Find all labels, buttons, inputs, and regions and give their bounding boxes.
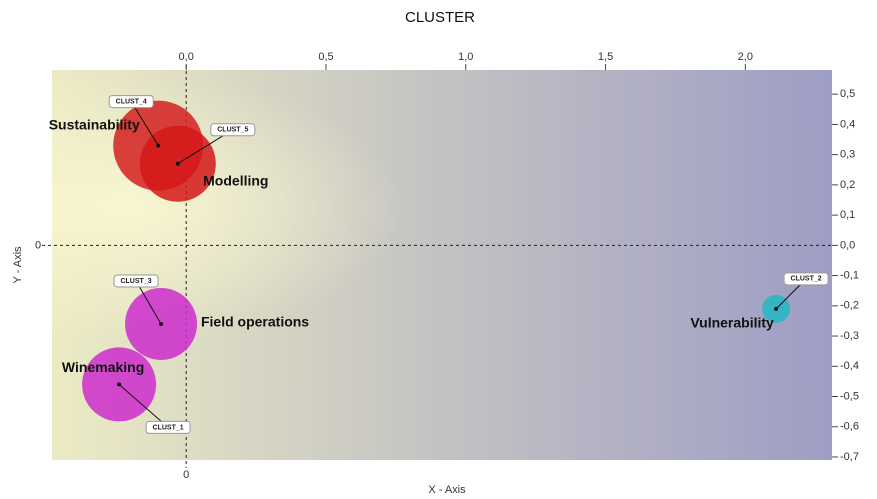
- x-tick-label: 1,5: [598, 51, 613, 63]
- tag-box: [783, 272, 829, 286]
- chart-title: CLUSTER: [405, 9, 475, 26]
- cluster-tag: CLUST_2: [791, 276, 822, 283]
- callout-dot: [117, 382, 122, 387]
- y-tick-label: 0,1: [840, 209, 855, 221]
- callout-dot: [159, 321, 164, 326]
- y-tick-label: -0,3: [840, 330, 859, 342]
- x-tick-label: 1,0: [458, 51, 473, 63]
- cluster-tag: CLUST_5: [217, 127, 248, 134]
- y-tick-label: -0,6: [840, 421, 859, 433]
- callout-line: [118, 384, 169, 428]
- callout-line: [130, 101, 159, 146]
- callout-dot: [175, 161, 180, 166]
- tag-box: [145, 420, 191, 434]
- topic-label: Winemaking: [62, 359, 144, 375]
- y-tick-label: 0,5: [840, 88, 855, 100]
- y-tick-label: 0,3: [840, 149, 855, 161]
- y-tick-label: -0,5: [840, 390, 859, 402]
- y-tick-label: -0,7: [840, 451, 859, 463]
- y-tick-label: 0,2: [840, 179, 855, 191]
- tag-box: [210, 123, 256, 137]
- cluster-tag: CLUST_4: [116, 98, 147, 105]
- tag-box: [113, 274, 159, 288]
- topic-label: Field operations: [201, 314, 309, 330]
- y-tick-label: -0,1: [840, 269, 859, 281]
- topic-label: Modelling: [203, 172, 268, 188]
- x-axis-title: X - Axis: [428, 484, 466, 496]
- callout-line: [135, 280, 162, 325]
- cluster-tag: CLUST_1: [153, 424, 184, 431]
- y-tick-label: -0,2: [840, 300, 859, 312]
- cluster-tag: CLUST_3: [120, 278, 151, 285]
- y-tick-label: -0,4: [840, 360, 859, 372]
- tag-box: [108, 95, 154, 109]
- y-tick-label: 0,4: [840, 118, 855, 130]
- topic-label: Vulnerability: [690, 315, 774, 331]
- x-tick-label: 0,5: [318, 51, 333, 63]
- callout-dot: [156, 143, 161, 148]
- x-tick-label: 0,0: [179, 51, 194, 63]
- y-axis-title: Y - Axis: [12, 246, 24, 284]
- y-zero-label: 0: [35, 239, 41, 251]
- topic-label: Sustainability: [49, 116, 140, 132]
- callout-dot: [774, 306, 779, 311]
- x-tick-label: 2,0: [738, 51, 753, 63]
- y-tick-label: 0,0: [840, 239, 855, 251]
- x-zero-label: 0: [183, 469, 189, 481]
